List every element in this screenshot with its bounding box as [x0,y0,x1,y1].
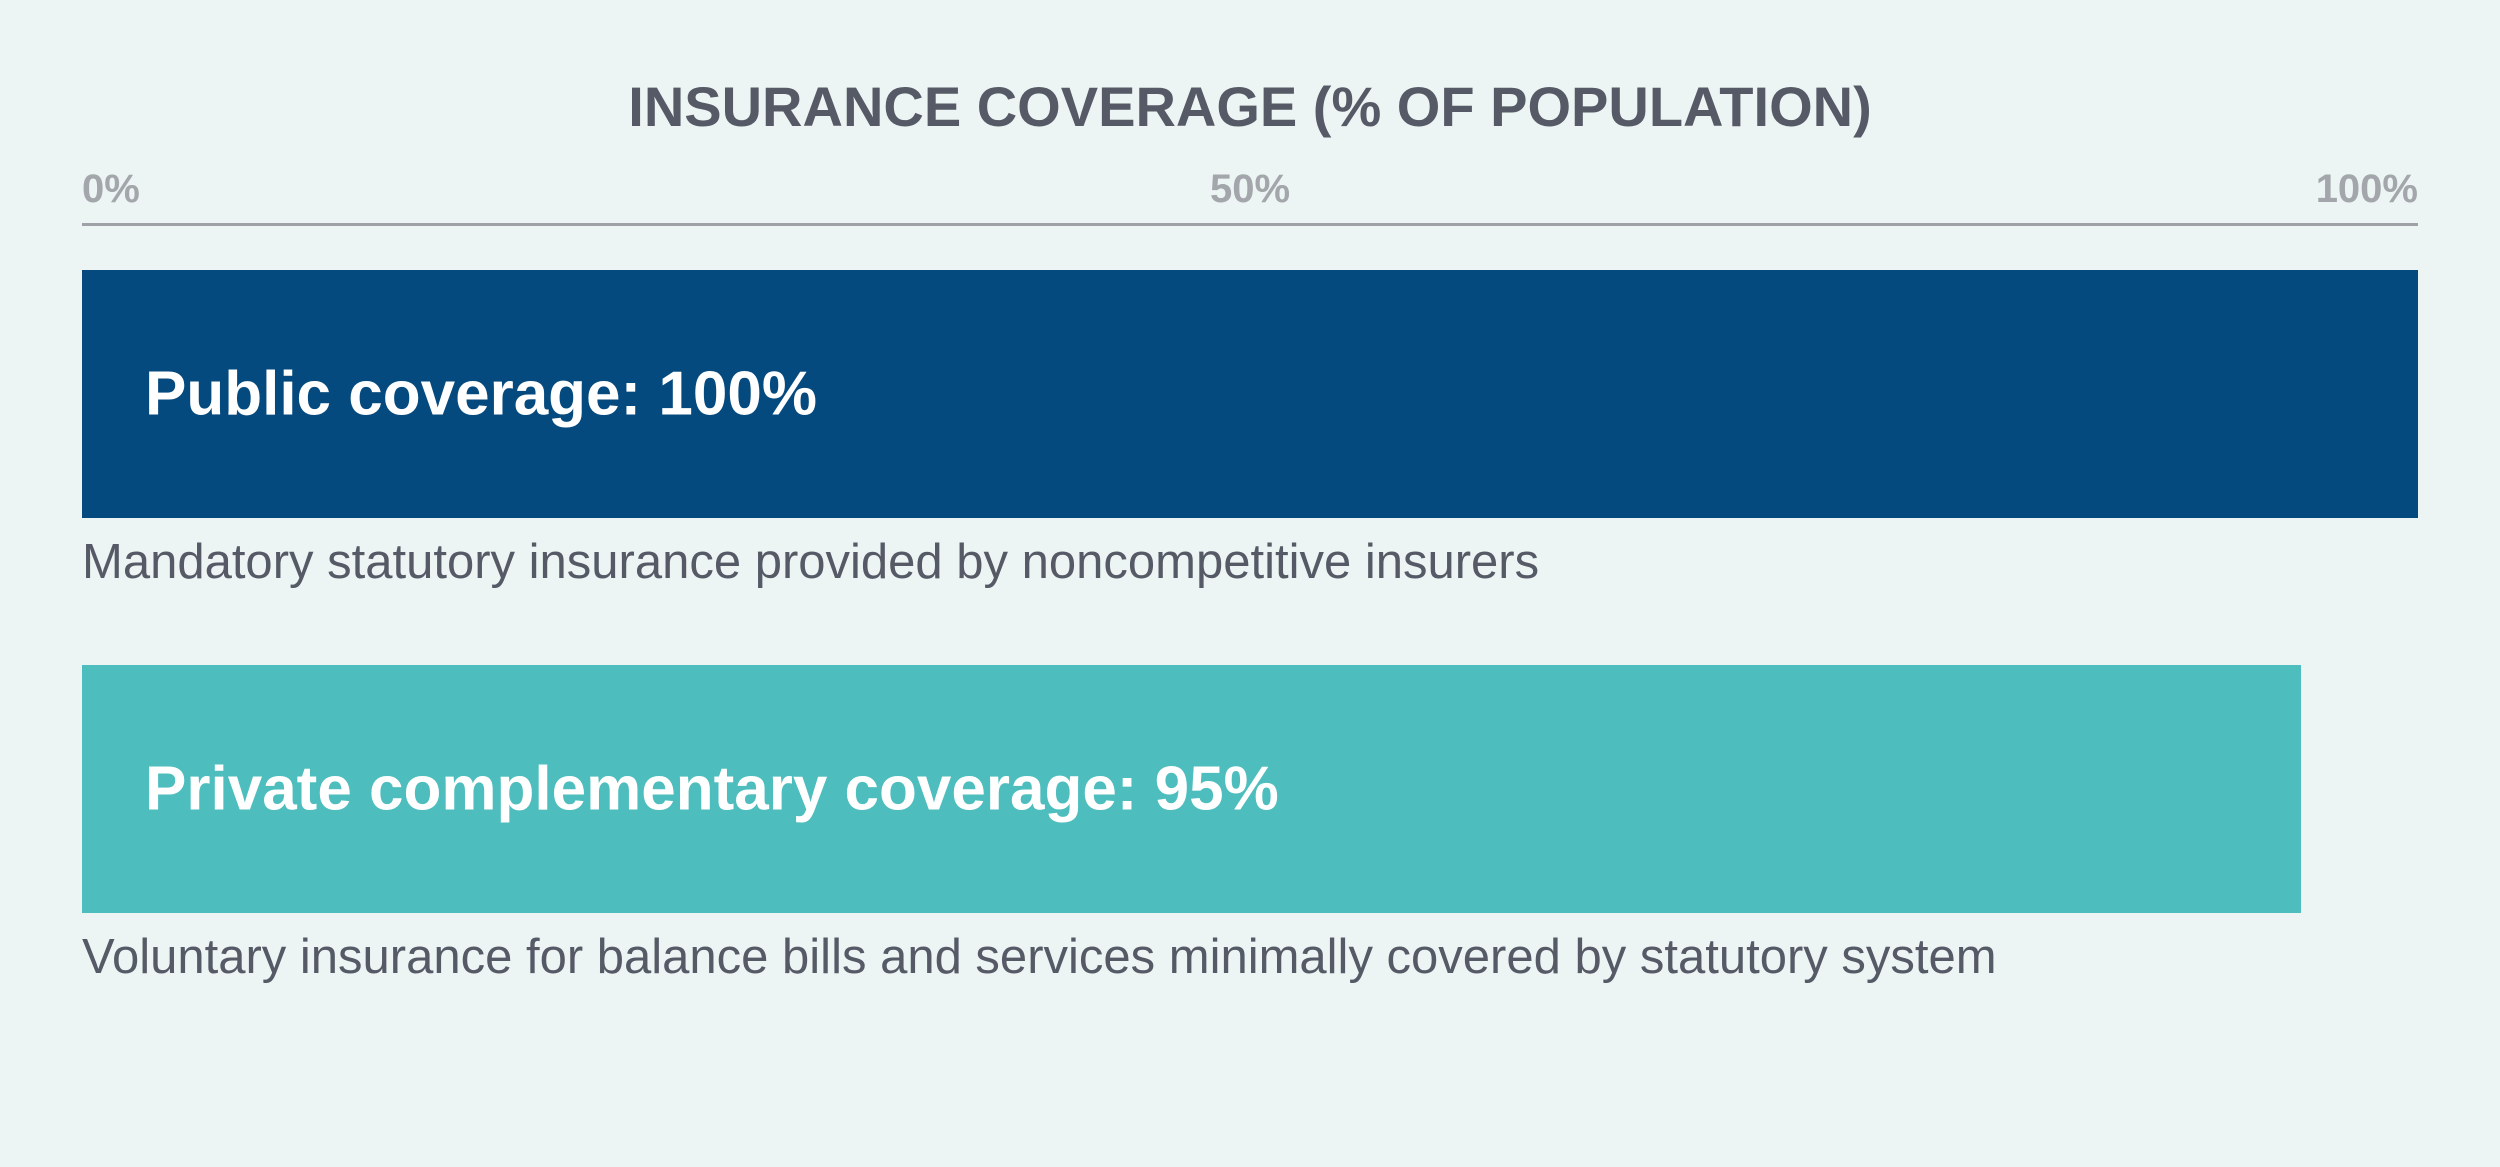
x-axis: 0% 50% 100% [82,160,2418,230]
bar-label: Public coverage: 100% [145,359,817,429]
bar-label: Private complementary coverage: 95% [145,754,1279,824]
bar-description: Voluntary insurance for balance bills an… [82,930,1997,984]
bar-description: Mandatory statutory insurance provided b… [82,535,1540,589]
x-axis-line [82,223,2418,226]
bar-private-complementary-coverage: Private complementary coverage: 95% [82,665,2302,913]
x-tick-label: 50% [1209,167,1291,211]
x-tick-label: 0% [82,167,140,211]
x-tick-label: 100% [2315,167,2418,211]
chart-title: INSURANCE COVERAGE (% OF POPULATION) [628,75,1872,138]
bar-public-coverage: Public coverage: 100% [82,270,2418,518]
